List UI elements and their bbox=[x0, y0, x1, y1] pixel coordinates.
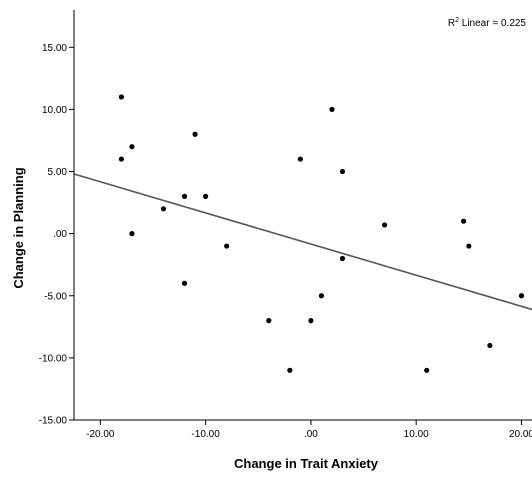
data-point bbox=[466, 243, 472, 249]
data-point bbox=[308, 318, 314, 324]
data-point bbox=[192, 131, 198, 137]
y-tick-label: -15.00 bbox=[39, 416, 68, 427]
data-point bbox=[160, 206, 167, 212]
data-point bbox=[224, 243, 230, 249]
data-point bbox=[118, 94, 124, 100]
data-point bbox=[381, 222, 388, 228]
x-tick-label: -10.00 bbox=[191, 429, 220, 440]
data-point bbox=[129, 231, 135, 237]
r2-label-suffix: Linear = 0.225 bbox=[459, 18, 526, 29]
r2-label-superscript: 2 bbox=[455, 17, 459, 24]
x-tick-label: -20.00 bbox=[86, 429, 115, 440]
y-tick-label: -5.00 bbox=[44, 291, 67, 302]
data-point bbox=[339, 168, 346, 175]
data-point bbox=[287, 367, 293, 373]
data-point bbox=[460, 218, 467, 224]
data-point bbox=[297, 156, 303, 162]
data-point bbox=[518, 293, 525, 299]
y-tick-label: 5.00 bbox=[48, 167, 68, 178]
r2-linear-label: R2 Linear = 0.225 bbox=[448, 17, 527, 29]
data-point bbox=[129, 144, 135, 150]
y-tick-label: -10.00 bbox=[39, 353, 68, 364]
data-point bbox=[203, 193, 209, 199]
data-points bbox=[118, 94, 525, 373]
y-tick-label: .00 bbox=[53, 229, 67, 240]
data-point bbox=[181, 280, 188, 286]
y-tick-label: 10.00 bbox=[42, 105, 67, 116]
data-point bbox=[339, 255, 346, 262]
data-point bbox=[181, 193, 188, 199]
data-point bbox=[424, 367, 430, 373]
r2-label-prefix: R bbox=[448, 18, 455, 29]
y-axis-title: Change in Planning bbox=[11, 167, 26, 288]
x-tick-label: 10.00 bbox=[404, 429, 429, 440]
data-point bbox=[266, 318, 272, 324]
x-axis-ticks: -20.00 -10.00 .00 10.00 20.00 bbox=[86, 420, 532, 440]
data-point bbox=[329, 106, 335, 112]
x-tick-label: 20.00 bbox=[509, 429, 532, 440]
data-point bbox=[118, 156, 124, 162]
data-point bbox=[318, 293, 325, 299]
y-tick-label: 15.00 bbox=[42, 43, 67, 54]
x-tick-label: .00 bbox=[304, 429, 318, 440]
x-axis-title: Change in Trait Anxiety bbox=[234, 456, 379, 471]
y-axis-ticks: 15.00 10.00 5.00 .00 -5.00 -10.00 -15.00 bbox=[39, 43, 74, 427]
linear-fit-line bbox=[73, 173, 532, 311]
data-point bbox=[487, 342, 493, 349]
